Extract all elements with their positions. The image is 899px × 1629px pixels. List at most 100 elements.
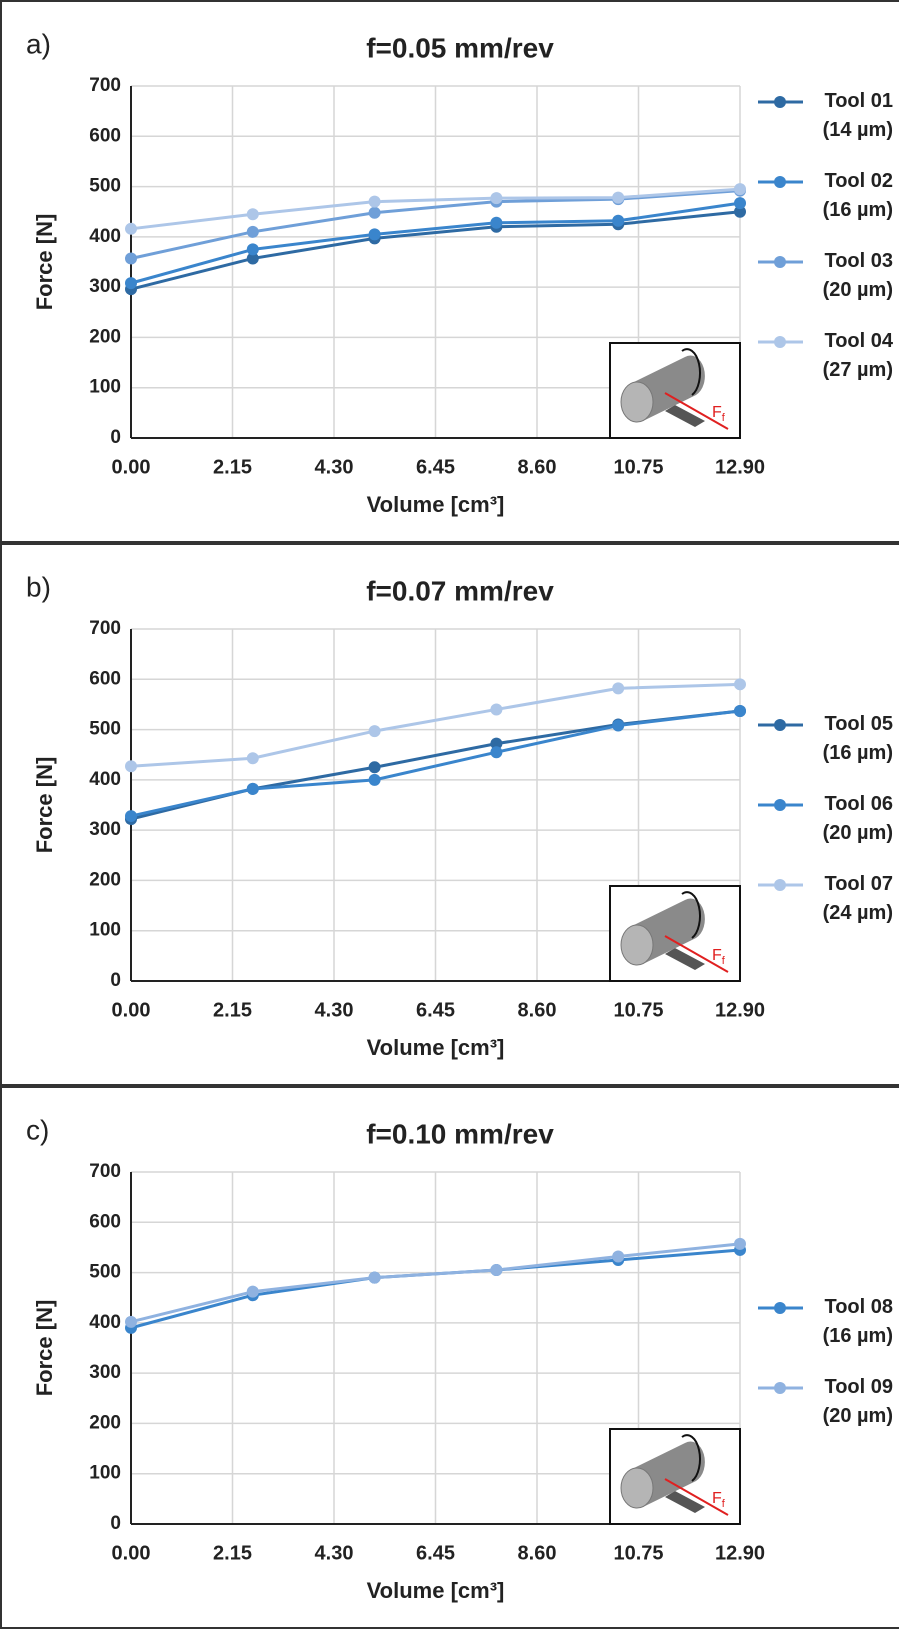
y-tick-label: 700 <box>89 1161 121 1182</box>
series-line <box>130 189 741 260</box>
y-tick-label: 300 <box>89 276 121 297</box>
y-tick-label: 700 <box>89 75 121 96</box>
inset-force-subscript: f <box>722 955 726 967</box>
legend-marker <box>774 336 786 348</box>
data-point <box>246 208 259 221</box>
y-tick-label: 600 <box>89 1211 121 1232</box>
data-point <box>368 725 381 738</box>
data-point <box>246 1285 259 1298</box>
y-tick-label: 700 <box>89 618 121 639</box>
data-point <box>612 214 625 227</box>
data-point <box>125 1315 137 1328</box>
inset: Ff <box>609 1428 741 1525</box>
inset-force <box>664 1478 729 1516</box>
x-tick-label: 8.60 <box>518 456 557 478</box>
y-tick-label: 500 <box>89 1262 121 1283</box>
data-point <box>612 1250 625 1263</box>
y-axis-label: Force [N] <box>32 757 57 854</box>
y-tick-label: 200 <box>89 869 121 890</box>
data-point <box>734 183 746 196</box>
y-tick-label: 200 <box>89 326 121 347</box>
legend-label: Tool 05 (16 µm) <box>822 713 893 764</box>
inset-force-label: Ff <box>712 947 726 967</box>
inset-rotation <box>681 1434 701 1482</box>
x-tick-label: 0.00 <box>112 1542 151 1564</box>
data-point <box>125 810 137 823</box>
x-axis-label: Volume [cm³] <box>367 492 505 517</box>
data-point <box>368 773 381 786</box>
panel-border <box>0 0 899 543</box>
y-tick-label: 0 <box>110 1513 121 1534</box>
series-line <box>130 1242 741 1324</box>
inset-block <box>665 405 705 427</box>
data-point <box>734 205 746 218</box>
inset-force-subscript: f <box>722 412 726 424</box>
x-tick-label: 8.60 <box>518 1542 557 1564</box>
x-tick-label: 0.00 <box>112 456 151 478</box>
x-tick-label: 12.90 <box>715 1542 765 1564</box>
chart-title: f=0.07 mm/rev <box>366 575 554 606</box>
x-tick-label: 10.75 <box>613 1542 663 1564</box>
legend-label: Tool 01 (14 µm) <box>822 90 893 141</box>
legend-label: Tool 09 (20 µm) <box>822 1376 893 1427</box>
data-point <box>125 222 137 235</box>
series-line <box>130 201 741 285</box>
y-tick-label: 100 <box>89 377 121 398</box>
data-point <box>490 703 503 716</box>
chart-title: f=0.10 mm/rev <box>366 1118 554 1149</box>
legend-marker <box>774 719 786 731</box>
y-tick-label: 400 <box>89 769 121 790</box>
inset-force <box>664 935 729 973</box>
series-line <box>130 682 741 768</box>
inset-force-label: Ff <box>712 1490 726 1510</box>
x-tick-label: 6.45 <box>416 1542 455 1564</box>
legend-marker <box>774 256 786 268</box>
x-tick-label: 12.90 <box>715 999 765 1021</box>
y-tick-label: 500 <box>89 176 121 197</box>
inset-force-symbol: F <box>712 404 722 421</box>
series-line <box>130 709 741 818</box>
inset-block <box>665 948 705 970</box>
x-axis-label: Volume [cm³] <box>367 1578 505 1603</box>
x-tick-label: 6.45 <box>416 999 455 1021</box>
data-point <box>734 197 746 210</box>
data-point <box>125 760 137 773</box>
data-point <box>246 243 259 256</box>
data-point <box>246 782 259 795</box>
inset-force <box>664 392 729 430</box>
data-point <box>612 682 625 695</box>
y-tick-label: 600 <box>89 125 121 146</box>
legend-marker <box>774 1382 786 1394</box>
panel-label: b) <box>26 571 51 602</box>
data-point <box>490 737 503 750</box>
inset-block <box>665 1491 705 1513</box>
data-point <box>368 195 381 208</box>
data-point <box>368 206 381 219</box>
inset-force-symbol: F <box>712 947 722 964</box>
y-tick-label: 400 <box>89 1312 121 1333</box>
data-point <box>734 1237 746 1250</box>
inset: Ff <box>609 885 741 982</box>
panel-label: c) <box>26 1114 49 1145</box>
y-tick-label: 0 <box>110 970 121 991</box>
legend-label: Tool 08 (16 µm) <box>822 1296 893 1347</box>
inset-rotation <box>681 891 701 939</box>
data-point <box>734 704 746 717</box>
y-tick-label: 0 <box>110 427 121 448</box>
legend-label: Tool 04 (27 µm) <box>822 330 893 381</box>
data-point <box>246 252 259 265</box>
legend-marker <box>774 176 786 188</box>
series-line <box>130 210 741 291</box>
y-tick-label: 300 <box>89 819 121 840</box>
data-point <box>490 1264 503 1277</box>
panel-border <box>0 1086 899 1629</box>
inset-force-subscript: f <box>722 1498 726 1510</box>
inset-cylinder-end <box>620 1467 654 1509</box>
y-tick-label: 300 <box>89 1362 121 1383</box>
x-tick-label: 12.90 <box>715 456 765 478</box>
panel-label: a) <box>26 28 51 59</box>
legend-marker <box>774 879 786 891</box>
legend-marker <box>774 96 786 108</box>
